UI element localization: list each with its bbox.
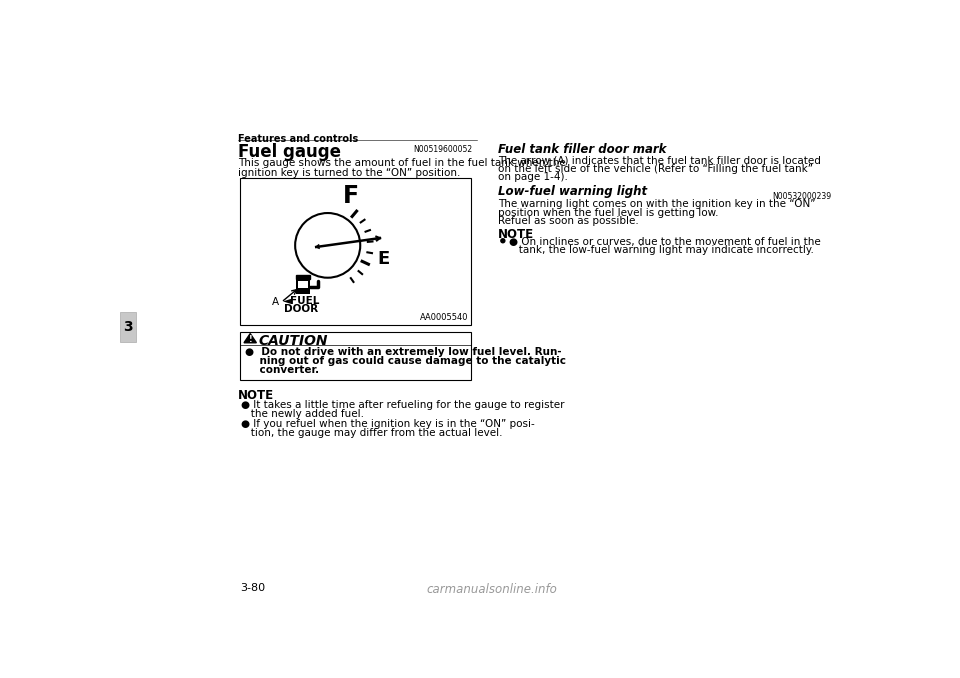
Text: !: ! (249, 335, 252, 344)
Text: AA0005540: AA0005540 (420, 313, 468, 322)
Text: ●  Do not drive with an extremely low fuel level. Run-: ● Do not drive with an extremely low fue… (245, 347, 562, 357)
Text: converter.: converter. (245, 365, 319, 376)
Text: NOTE: NOTE (238, 389, 274, 402)
Text: carmanualsonline.info: carmanualsonline.info (426, 582, 558, 596)
Text: The warning light comes on with the ignition key in the “ON”: The warning light comes on with the igni… (498, 199, 816, 210)
Text: ● On inclines or curves, due to the movement of fuel in the: ● On inclines or curves, due to the move… (509, 237, 821, 247)
Text: Fuel gauge: Fuel gauge (238, 143, 341, 161)
FancyBboxPatch shape (296, 275, 310, 279)
Text: position when the fuel level is getting low.: position when the fuel level is getting … (498, 207, 719, 218)
Circle shape (295, 213, 360, 278)
Text: N00519600052: N00519600052 (414, 144, 472, 153)
Text: Refuel as soon as possible.: Refuel as soon as possible. (498, 216, 639, 226)
Text: E: E (377, 250, 390, 268)
Text: the newly added fuel.: the newly added fuel. (241, 409, 364, 418)
Text: Low-fuel warning light: Low-fuel warning light (498, 184, 647, 197)
Circle shape (500, 238, 506, 243)
Text: 3: 3 (123, 320, 132, 334)
Text: NOTE: NOTE (498, 228, 535, 241)
Text: ◄FUEL: ◄FUEL (282, 296, 320, 306)
Text: F: F (343, 184, 359, 208)
Text: Features and controls: Features and controls (238, 134, 358, 144)
Text: ● It takes a little time after refueling for the gauge to register: ● It takes a little time after refueling… (241, 400, 564, 410)
FancyBboxPatch shape (296, 279, 310, 294)
FancyBboxPatch shape (240, 332, 471, 380)
FancyBboxPatch shape (299, 281, 307, 289)
Text: The arrow (A) indicates that the fuel tank filler door is located: The arrow (A) indicates that the fuel ta… (498, 155, 821, 165)
Text: 3-80: 3-80 (240, 583, 265, 593)
Text: ignition key is turned to the “ON” position.: ignition key is turned to the “ON” posit… (238, 167, 460, 178)
FancyBboxPatch shape (240, 178, 471, 325)
Text: on page 1-4).: on page 1-4). (498, 172, 568, 182)
Text: ning out of gas could cause damage to the catalytic: ning out of gas could cause damage to th… (245, 356, 565, 366)
Text: ● If you refuel when the ignition key is in the “ON” posi-: ● If you refuel when the ignition key is… (241, 420, 535, 429)
Text: on the left side of the vehicle (Refer to “Filling the fuel tank”: on the left side of the vehicle (Refer t… (498, 164, 813, 174)
Text: N00532000239: N00532000239 (773, 193, 831, 201)
Text: DOOR: DOOR (284, 304, 319, 314)
Text: This gauge shows the amount of fuel in the fuel tank when the: This gauge shows the amount of fuel in t… (238, 159, 565, 168)
Text: tion, the gauge may differ from the actual level.: tion, the gauge may differ from the actu… (241, 428, 502, 438)
Polygon shape (244, 334, 256, 343)
FancyBboxPatch shape (120, 313, 135, 342)
Text: CAUTION: CAUTION (259, 334, 328, 348)
Text: A: A (272, 298, 278, 307)
Text: Fuel tank filler door mark: Fuel tank filler door mark (498, 143, 666, 156)
Text: tank, the low-fuel warning light may indicate incorrectly.: tank, the low-fuel warning light may ind… (509, 245, 814, 256)
